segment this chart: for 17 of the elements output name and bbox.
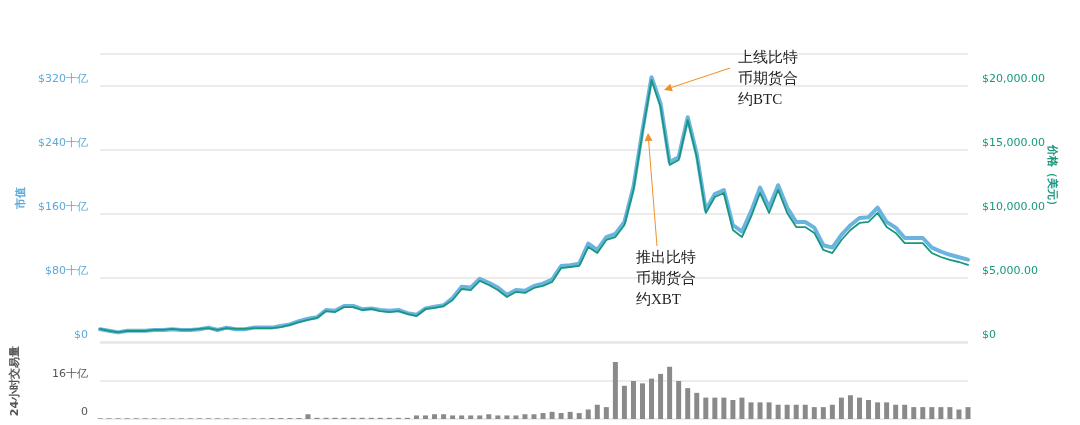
y2-tick-label: $0 [982,328,996,341]
y2-tick-label: $20,000.00 [982,72,1045,85]
y-tick-label: 16十亿 [52,367,88,380]
y2-axis-title: 价格（美元） [1045,144,1059,211]
y-tick-label: $240十亿 [38,136,88,149]
y-tick-label: $160十亿 [38,200,88,213]
annotation: 上线比特币期货合约BTC [738,49,798,107]
y2-tick-label: $10,000.00 [982,200,1045,213]
y-tick-label: $80十亿 [45,264,88,277]
y-tick-label: $0 [74,328,88,341]
annotation: 推出比特币期货合约XBT [636,249,696,307]
y-tick-label: $320十亿 [38,72,88,85]
y-tick-label: 0 [81,405,88,418]
y2-tick-label: $15,000.00 [982,136,1045,149]
y-axis-title: 市值 [13,187,27,210]
y2-tick-label: $5,000.00 [982,264,1038,277]
y-axis-title: 24小时交易量 [7,345,21,417]
